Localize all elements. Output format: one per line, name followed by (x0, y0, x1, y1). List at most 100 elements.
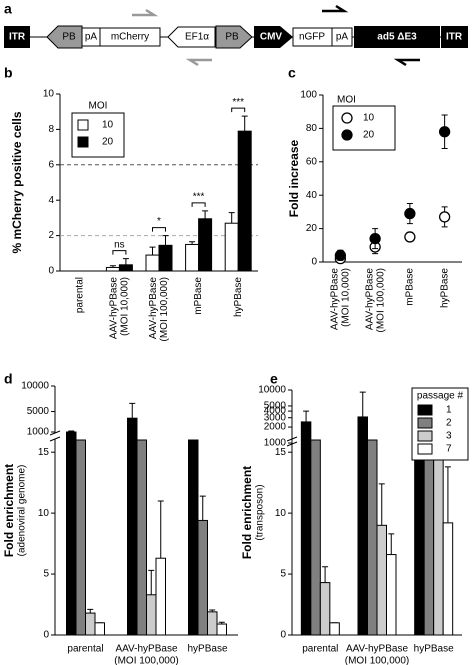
bar (127, 417, 138, 636)
x-tick-label: hyPBase (187, 644, 227, 655)
dot (404, 207, 416, 220)
primer (393, 58, 420, 67)
error-bar (444, 466, 451, 523)
y-tick-label: 5 (43, 569, 49, 580)
legend-label: 20 (102, 137, 114, 148)
element-label: ITR (446, 32, 463, 43)
significance-label: *** (193, 191, 205, 202)
legend-title: MOI (337, 95, 356, 106)
x-tick-label: AAV-hyPBase (330, 268, 341, 331)
legend-swatch (417, 430, 433, 442)
x-tick-label: (MOI 100,000) (345, 656, 409, 665)
error-bar (303, 410, 310, 422)
x-tick-label: (MOI 100,000) (114, 656, 178, 665)
bar (442, 522, 454, 636)
x-tick-label: (MOI 100,000) (159, 277, 170, 341)
error-bar (148, 569, 155, 595)
legend-label: 10 (363, 113, 375, 124)
element-label: ITR (9, 32, 26, 43)
bar (319, 582, 331, 636)
significance-label: * (157, 216, 161, 227)
y-tick-label: 10 (275, 508, 287, 519)
y-tick-label: 15 (38, 447, 50, 458)
element-label: EF1α (185, 32, 209, 43)
error-bar (162, 235, 169, 246)
y-tick-label: 100 (300, 90, 317, 101)
error-bar (157, 500, 164, 559)
bar (136, 439, 147, 636)
element-label: PB (225, 32, 239, 43)
significance-bracket (191, 202, 206, 207)
x-tick-label: parental (302, 644, 338, 655)
axis-break-mark (49, 430, 61, 436)
x-tick-label: mPBase (193, 277, 204, 315)
bar (146, 594, 157, 636)
error-bar (149, 246, 156, 256)
y-tick-label: 60 (306, 156, 318, 167)
y-tick-label: 1000 (27, 427, 50, 438)
panel-label: d (4, 371, 13, 387)
bar (310, 439, 321, 636)
y-axis-label: Fold enrichment (240, 466, 254, 559)
primer (322, 4, 349, 13)
x-tick-label: AAV-hyPBase (115, 644, 178, 655)
element-label: pA (85, 32, 98, 43)
y-tick-label: 0 (48, 266, 54, 277)
bar (158, 244, 173, 272)
x-tick-label: (MOI 10,000) (341, 268, 352, 327)
legend-swatch (417, 443, 433, 455)
legend-label: 20 (363, 130, 375, 141)
y-axis-label: Fold increase (287, 140, 301, 218)
y-tick-label: 8 (48, 124, 54, 135)
y-tick-label: 5000 (27, 406, 50, 417)
x-tick-label: AAV-hyPBase (364, 268, 375, 331)
legend-swatch (417, 404, 433, 416)
y-tick-label: 0 (311, 257, 317, 268)
panel-label: c (288, 65, 296, 81)
error-bar (199, 495, 206, 521)
x-tick-label: (MOI 100,000) (375, 268, 386, 332)
significance-label: *** (232, 97, 244, 108)
bar (66, 431, 77, 636)
error-bar (87, 608, 94, 614)
element-label: nGFP (299, 32, 325, 43)
legend-label: 7 (446, 444, 452, 455)
bar (118, 264, 133, 272)
y-tick-label: 15 (275, 447, 287, 458)
ef1a-arrow (167, 26, 216, 48)
bar (224, 222, 239, 272)
element-label: CMV (260, 32, 283, 43)
itr-box (4, 26, 30, 48)
y-tick-label: 6 (48, 159, 54, 170)
y-tick-label: 10 (38, 508, 50, 519)
y-tick-label: 10000 (21, 381, 49, 392)
x-tick-label: (MOI 10,000) (120, 277, 131, 336)
element-label: ad5 ΔE3 (377, 32, 417, 43)
x-tick-label: mPBase (405, 268, 416, 306)
bar (376, 524, 387, 636)
bar (145, 254, 160, 272)
legend-marker (341, 112, 353, 124)
bar (198, 218, 213, 272)
y-tick-label: 3000 (264, 412, 287, 423)
pb-arrow (215, 25, 253, 49)
bar (197, 519, 208, 636)
bar (386, 554, 397, 636)
primer (185, 58, 212, 67)
dot (438, 211, 451, 223)
y-tick-label: 10 (43, 89, 55, 100)
mcherry-box (99, 27, 161, 47)
legend-marker (341, 129, 353, 141)
bar (357, 416, 368, 636)
axis-break (49, 433, 61, 439)
y-tick-label: 0 (280, 630, 286, 641)
legend-label: 10 (102, 120, 114, 131)
bar (300, 421, 312, 636)
y-tick-label: 10000 (258, 385, 286, 396)
error-bar (202, 210, 209, 219)
x-tick-label: AAV-hyPBase (109, 277, 120, 340)
error-bar (378, 483, 385, 526)
y-tick-label: 20 (306, 223, 318, 234)
bar (423, 439, 435, 636)
